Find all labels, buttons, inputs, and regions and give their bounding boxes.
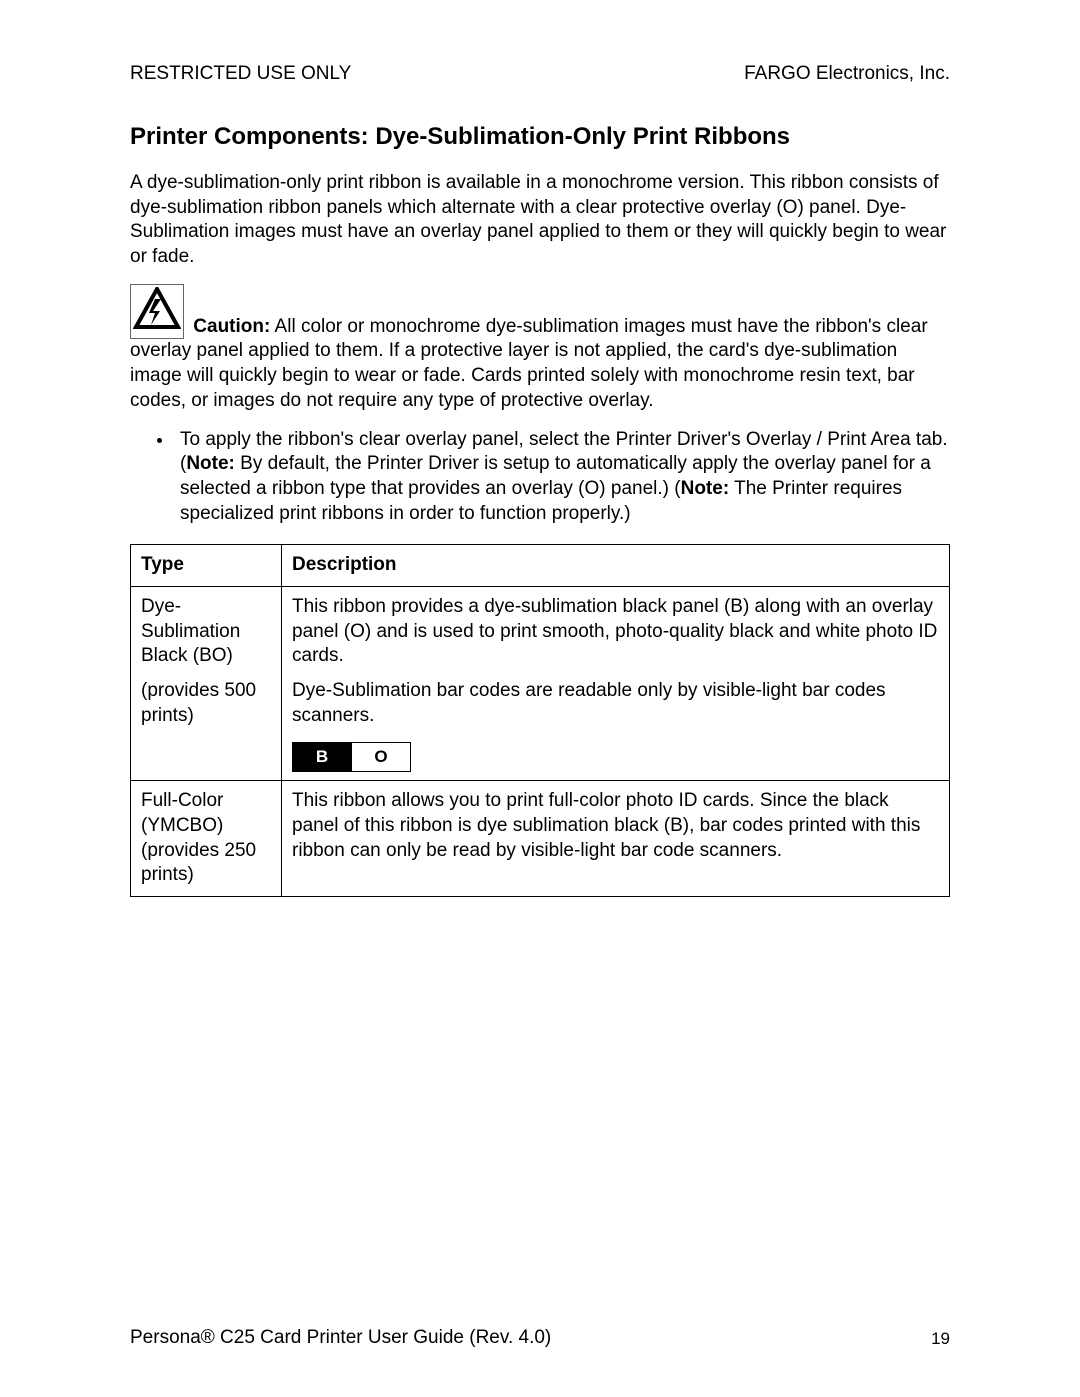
page-footer: Persona® C25 Card Printer User Guide (Re… [130, 1327, 950, 1349]
page-header: RESTRICTED USE ONLY FARGO Electronics, I… [130, 63, 950, 85]
section-title: Printer Components: Dye-Sublimation-Only… [130, 123, 950, 151]
list-item: To apply the ribbon's clear overlay pane… [174, 428, 950, 527]
column-header-type: Type [131, 545, 282, 587]
column-header-description: Description [282, 545, 950, 587]
desc-para1: This ribbon provides a dye-sublimation b… [292, 595, 939, 669]
document-page: RESTRICTED USE ONLY FARGO Electronics, I… [0, 0, 1080, 1397]
ribbon-table: Type Description Dye-Sublimation Black (… [130, 544, 950, 897]
type-line1: Full-Color (YMCBO) (provides 250 prints) [141, 789, 271, 888]
table-header-row: Type Description [131, 545, 950, 587]
type-line1: Dye-Sublimation Black (BO) [141, 595, 271, 669]
header-right: FARGO Electronics, Inc. [744, 63, 950, 85]
note-label: Note: [186, 453, 235, 474]
caution-paragraph: Caution: All color or monochrome dye-sub… [130, 284, 950, 414]
bo-panel-diagram: B O [292, 742, 411, 772]
header-left: RESTRICTED USE ONLY [130, 63, 351, 85]
page-number: 19 [931, 1329, 950, 1349]
table-row: Full-Color (YMCBO) (provides 250 prints)… [131, 781, 950, 897]
footer-left: Persona® C25 Card Printer User Guide (Re… [130, 1327, 551, 1349]
cell-description: This ribbon allows you to print full-col… [282, 781, 950, 897]
bullet-list: To apply the ribbon's clear overlay pane… [130, 428, 950, 527]
note-label: Note: [681, 478, 730, 499]
intro-paragraph: A dye-sublimation-only print ribbon is a… [130, 171, 950, 270]
cell-type: Dye-Sublimation Black (BO) (provides 500… [131, 586, 282, 780]
cell-description: This ribbon provides a dye-sublimation b… [282, 586, 950, 780]
table-row: Dye-Sublimation Black (BO) (provides 500… [131, 586, 950, 780]
panel-o: O [351, 743, 410, 771]
desc-para2: Dye-Sublimation bar codes are readable o… [292, 679, 939, 728]
desc-para1: This ribbon allows you to print full-col… [292, 789, 939, 863]
panel-b: B [293, 743, 351, 771]
type-line2: (provides 500 prints) [141, 679, 271, 728]
caution-label: Caution: [193, 316, 270, 337]
cell-type: Full-Color (YMCBO) (provides 250 prints) [131, 781, 282, 897]
caution-icon [130, 284, 184, 340]
